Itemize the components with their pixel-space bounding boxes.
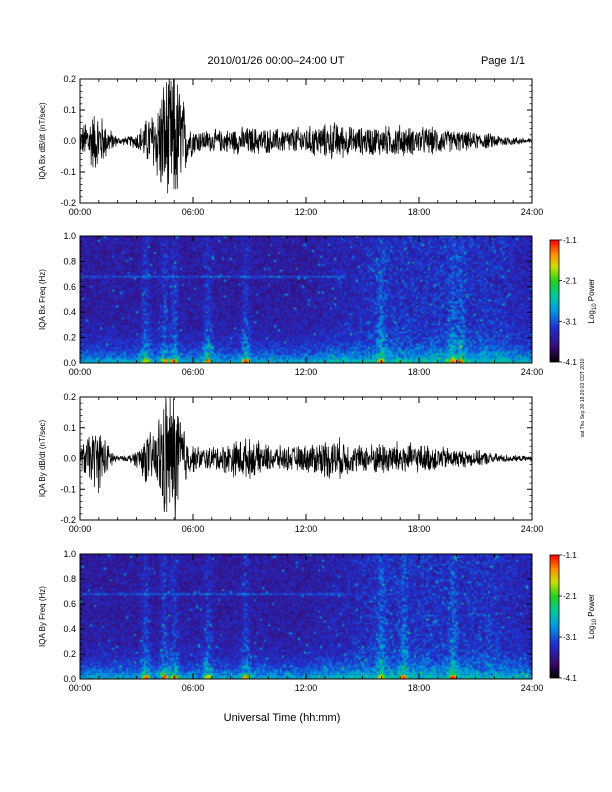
colorbar-label-tail: Power bbox=[587, 278, 596, 303]
y-tick-label: 0.6 bbox=[63, 599, 76, 609]
colorbar-tick-label: -1.1 bbox=[563, 551, 577, 560]
colorbar-tick-label: -4.1 bbox=[563, 358, 577, 367]
y-tick-label: -0.1 bbox=[60, 484, 76, 494]
spectrogram-image bbox=[80, 554, 532, 679]
waveform-trace bbox=[80, 397, 532, 520]
y-tick-label: -0.2 bbox=[60, 198, 76, 208]
x-axis-label: Universal Time (hh:mm) bbox=[224, 712, 341, 724]
x-tick-label: 24:00 bbox=[521, 524, 544, 534]
colorbar-tick-label: -2.1 bbox=[563, 277, 577, 286]
colorbar-scale bbox=[549, 554, 560, 679]
colorbar-tick-label: -3.1 bbox=[563, 633, 577, 642]
x-tick-label: 06:00 bbox=[182, 367, 205, 377]
colorbar-label: Log10 Power bbox=[587, 594, 598, 639]
x-tick-label: 24:00 bbox=[521, 207, 544, 217]
y-tick-label: 0.6 bbox=[63, 282, 76, 292]
figure-title: 2010/01/26 00:00–24:00 UT bbox=[207, 55, 344, 67]
bx-spectrogram-panel: 00:00 06:00 12:00 18:00 24:00 1.0 0.8 0.6 0.4 0.2… bbox=[38, 231, 543, 377]
y-tick-label: 1.0 bbox=[63, 549, 76, 559]
y-tick-label: 0.2 bbox=[63, 392, 76, 402]
waveform-trace bbox=[80, 79, 532, 194]
y-tick-label: 0.2 bbox=[63, 649, 76, 659]
x-tick-label: 12:00 bbox=[295, 367, 318, 377]
y-tick-label: 0.1 bbox=[63, 423, 76, 433]
y-tick-label: 0.0 bbox=[63, 674, 76, 684]
spectrogram-image bbox=[80, 236, 532, 363]
page-indicator: Page 1/1 bbox=[481, 55, 525, 67]
colorbar-label: Log10 Power bbox=[587, 278, 598, 323]
colorbar-label-main: Log bbox=[587, 626, 596, 639]
x-tick-label: 06:00 bbox=[182, 524, 205, 534]
y-tick-label: 0.4 bbox=[63, 624, 76, 634]
y-tick-label: 0.2 bbox=[63, 74, 76, 84]
x-tick-label: 12:00 bbox=[295, 524, 318, 534]
x-tick-label: 06:00 bbox=[182, 207, 205, 217]
y-axis-label: IQA Bx dB/dt (nT/sec) bbox=[38, 102, 47, 180]
x-tick-label: 12:00 bbox=[295, 683, 318, 693]
y-tick-label: 0.8 bbox=[63, 574, 76, 584]
x-tick-label: 18:00 bbox=[408, 367, 431, 377]
x-tick-label: 24:00 bbox=[521, 683, 544, 693]
y-tick-label: 0.1 bbox=[63, 105, 76, 115]
y-tick-label: -0.2 bbox=[60, 515, 76, 525]
y-tick-label: 0.8 bbox=[63, 256, 76, 266]
x-tick-label: 18:00 bbox=[408, 207, 431, 217]
by-waveform-panel: 00:00 06:00 12:00 18:00 24:00 0.2 0.1 0.0 -0.1 -0… bbox=[38, 392, 543, 534]
colorbar-label-sub: 10 bbox=[592, 618, 598, 625]
y-tick-label: 0.0 bbox=[63, 454, 76, 464]
x-tick-label: 18:00 bbox=[408, 683, 431, 693]
x-tick-label: 00:00 bbox=[69, 207, 92, 217]
x-tick-label: 06:00 bbox=[182, 683, 205, 693]
y-tick-label: -0.1 bbox=[60, 167, 76, 177]
x-tick-label: 18:00 bbox=[408, 524, 431, 534]
by-colorbar: -1.1 -2.1 -3.1 -4.1 Log10 Power bbox=[549, 551, 598, 683]
x-tick-label: 00:00 bbox=[69, 367, 92, 377]
x-tick-label: 00:00 bbox=[69, 524, 92, 534]
y-tick-label: 1.0 bbox=[63, 231, 76, 241]
y-axis-label: IQA By dB/dt (nT/sec) bbox=[38, 419, 47, 497]
y-tick-label: 0.0 bbox=[63, 358, 76, 368]
y-tick-label: 0.0 bbox=[63, 136, 76, 146]
side-timestamp: sat Thu Sep 30 18:20:03 CDT 2010 bbox=[580, 358, 586, 437]
y-axis-label: IQA Bx Freq (Hz) bbox=[38, 269, 47, 330]
x-tick-label: 12:00 bbox=[295, 207, 318, 217]
y-tick-label: 0.2 bbox=[63, 333, 76, 343]
colorbar-tick-label: -1.1 bbox=[563, 236, 577, 245]
colorbar-label-main: Log bbox=[587, 310, 596, 323]
by-spectrogram-panel: 00:00 06:00 12:00 18:00 24:00 1.0 0.8 0.6 0.4 0.2… bbox=[38, 549, 543, 693]
x-tick-label: 24:00 bbox=[521, 367, 544, 377]
bx-colorbar: -1.1 -2.1 -3.1 -4.1 Log10 Power bbox=[549, 236, 598, 367]
colorbar-tick-label: -4.1 bbox=[563, 674, 577, 683]
y-axis-label: IQA By Freq (Hz) bbox=[38, 586, 47, 647]
colorbar-scale bbox=[549, 239, 560, 363]
y-tick-label: 0.4 bbox=[63, 307, 76, 317]
x-tick-label: 00:00 bbox=[69, 683, 92, 693]
bx-waveform-panel: 00:00 06:00 12:00 18:00 24:00 0.2 0.1 0.0 -0.1 -0… bbox=[38, 74, 544, 217]
colorbar-tick-label: -3.1 bbox=[563, 317, 577, 326]
colorbar-label-sub: 10 bbox=[592, 303, 598, 310]
colorbar-label-tail: Power bbox=[587, 594, 596, 619]
colorbar-tick-label: -2.1 bbox=[563, 592, 577, 601]
